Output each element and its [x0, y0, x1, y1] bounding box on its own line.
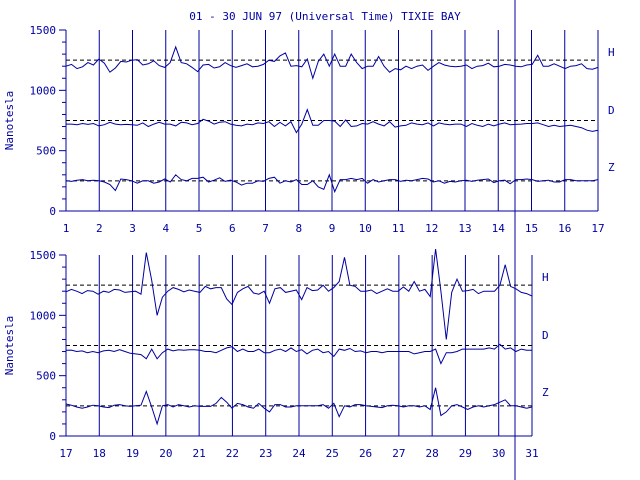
series-label-z: Z: [608, 161, 615, 174]
x-tick-label: 24: [292, 447, 306, 460]
x-tick-label: 11: [392, 222, 405, 235]
y-tick-label: 0: [49, 205, 56, 218]
series-trace-d: [66, 108, 599, 134]
x-tick-label: 16: [558, 222, 571, 235]
series-trace-z: [65, 173, 599, 194]
x-tick-label: 26: [359, 447, 372, 460]
x-tick-label: 4: [162, 222, 169, 235]
x-tick-label: 1: [63, 222, 70, 235]
series-trace-z: [65, 387, 533, 426]
x-tick-label: 6: [229, 222, 236, 235]
panel-top: 1 2 3 4 5 6 7 8 9 10 11 12 13 14 15 16 17050010001500Nan…: [3, 24, 615, 235]
series-label-z: Z: [542, 386, 549, 399]
x-tick-label: 9: [329, 222, 336, 235]
x-tick-label: 7: [262, 222, 269, 235]
x-tick-label: 13: [458, 222, 471, 235]
x-tick-label: 12: [425, 222, 438, 235]
x-tick-label: 17: [591, 222, 604, 235]
x-tick-label: 5: [196, 222, 203, 235]
y-tick-label: 500: [36, 145, 56, 158]
x-tick-label: 25: [326, 447, 339, 460]
x-tick-label: 27: [392, 447, 405, 460]
y-tick-label: 1500: [30, 24, 57, 37]
y-axis-label: Nanotesla: [3, 316, 16, 376]
x-tick-label: 17: [59, 447, 72, 460]
x-tick-label: 14: [492, 222, 506, 235]
panel-bottom: 17 18 19 20 21 22 23 24 25 26 27 28 29 30 31 0 500 1000 15…: [3, 248, 549, 460]
x-tick-label: 22: [226, 447, 239, 460]
series-label-h: H: [542, 271, 549, 284]
x-tick-label: 23: [259, 447, 272, 460]
x-tick-label: 31: [525, 447, 538, 460]
chart-title: 01 - 30 JUN 97 (Universal Time) TIXIE BA…: [189, 10, 461, 23]
x-tick-label: 19: [126, 447, 139, 460]
series-trace-h: [65, 45, 599, 81]
y-tick-label: 1000: [30, 84, 57, 97]
x-tick-label: 30: [492, 447, 505, 460]
series-label-d: D: [542, 329, 549, 342]
series-trace-d: [65, 343, 532, 365]
x-tick-label: 29: [459, 447, 472, 460]
series-label-d: D: [608, 104, 615, 117]
x-tick-label: 15: [525, 222, 538, 235]
x-tick-label: 3: [129, 222, 136, 235]
x-tick-label: 28: [426, 447, 439, 460]
x-tick-label: 18: [93, 447, 106, 460]
y-tick-label: 1000: [30, 309, 57, 322]
x-tick-label: 10: [359, 222, 372, 235]
series-label-h: H: [608, 46, 615, 59]
series-trace-h: [65, 248, 533, 340]
x-tick-label: 20: [159, 447, 172, 460]
y-tick-label: 500: [36, 370, 56, 383]
x-tick-label: 21: [193, 447, 206, 460]
x-tick-label: 2: [96, 222, 103, 235]
y-tick-label: 1500: [30, 249, 57, 262]
y-axis-label: Nanotesla: [3, 91, 16, 151]
x-tick-label: 8: [295, 222, 302, 235]
y-tick-label: 0: [49, 430, 56, 443]
